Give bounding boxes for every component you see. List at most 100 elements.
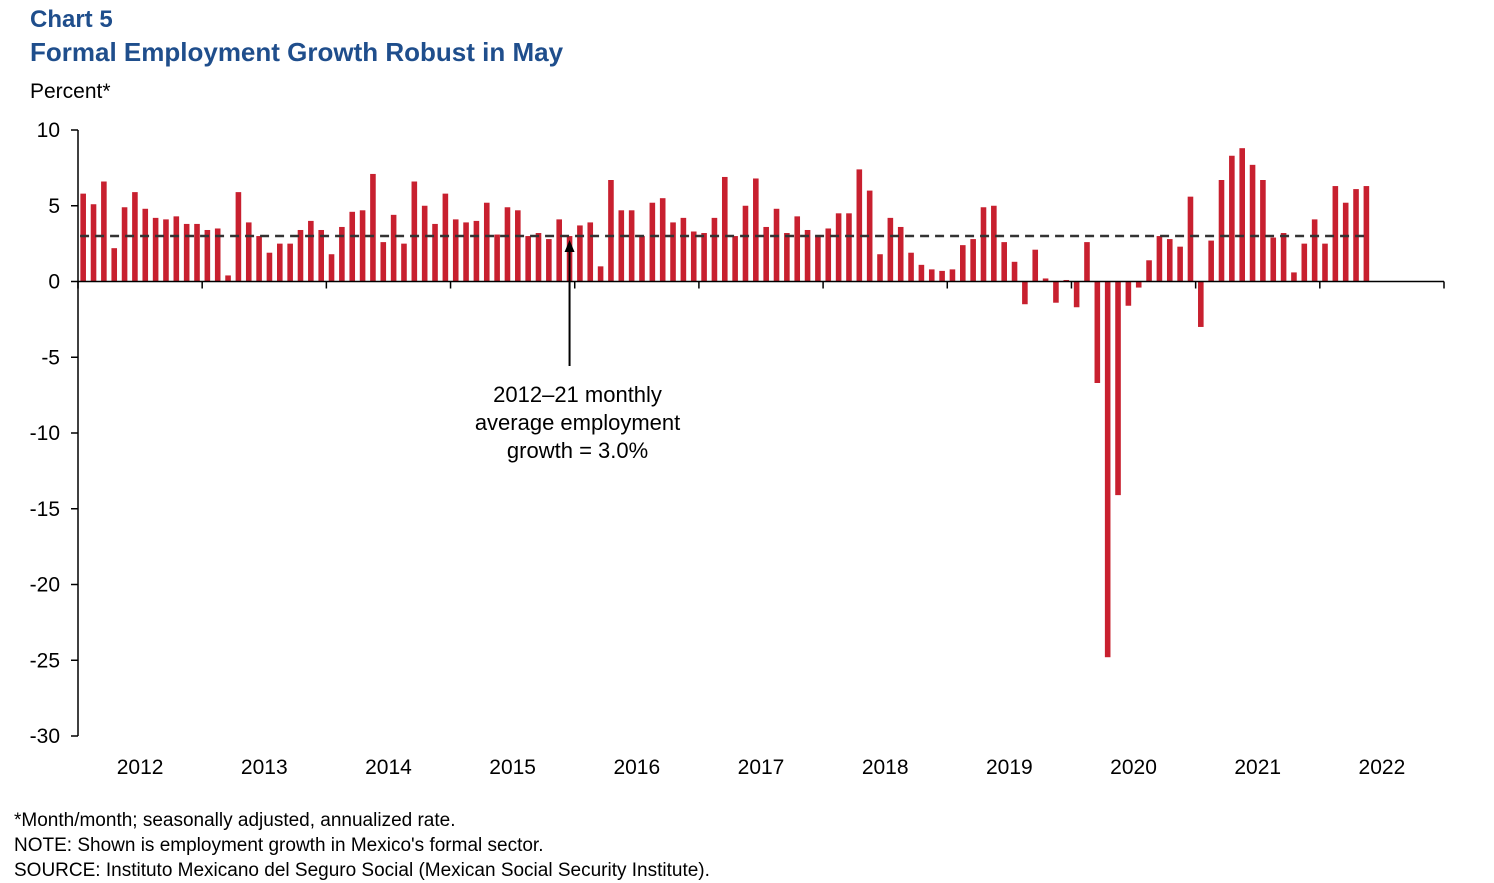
bar <box>846 213 852 282</box>
x-tick-label: 2013 <box>241 756 288 779</box>
bar <box>80 193 86 282</box>
bar <box>556 219 562 282</box>
bar <box>597 266 604 282</box>
bar <box>194 223 200 282</box>
bar <box>804 229 811 282</box>
bar <box>1135 281 1142 288</box>
bar-series <box>80 148 1370 658</box>
bar <box>349 211 356 282</box>
bar <box>1156 236 1163 282</box>
chart-title: Formal Employment Growth Robust in May <box>30 37 564 67</box>
bar <box>101 181 107 282</box>
bar <box>742 205 749 282</box>
bar <box>1249 164 1256 282</box>
annotation-text-line: average employment <box>475 410 680 435</box>
bar <box>173 216 180 282</box>
bar <box>721 176 728 282</box>
bar <box>287 243 293 282</box>
bar <box>132 192 138 282</box>
bar <box>897 226 904 282</box>
bar <box>1311 219 1318 282</box>
bar <box>1332 186 1339 282</box>
bar <box>670 222 676 282</box>
bar <box>577 225 583 282</box>
bar <box>1187 196 1194 282</box>
bar <box>877 254 883 282</box>
x-tick-label: 2020 <box>1110 756 1157 779</box>
bar <box>1280 233 1287 282</box>
bar <box>152 217 159 282</box>
bar <box>835 213 842 282</box>
bar <box>1239 148 1245 282</box>
bar <box>1291 272 1297 282</box>
bar <box>473 220 480 282</box>
source-text: SOURCE: Instituto Mexicano del Seguro So… <box>14 860 710 881</box>
bar <box>411 181 418 282</box>
bar <box>266 252 273 282</box>
bar <box>690 231 697 282</box>
chart-notes: *Month/month; seasonally adjusted, annua… <box>14 808 710 883</box>
bar <box>763 226 769 282</box>
bar <box>784 233 790 282</box>
bar <box>1146 260 1152 282</box>
bar <box>463 222 469 282</box>
bar <box>1022 281 1028 305</box>
bar <box>183 223 190 282</box>
bar <box>649 202 656 282</box>
bar <box>960 245 966 282</box>
y-axis-unit-label: Percent* <box>30 80 111 103</box>
bar <box>308 220 314 282</box>
bar <box>245 222 252 282</box>
bar <box>256 236 262 282</box>
y-tick-label: -15 <box>30 498 60 521</box>
bar <box>680 217 687 282</box>
bar <box>1322 243 1328 282</box>
bar <box>1363 186 1370 282</box>
bar <box>1073 281 1080 308</box>
bar <box>1011 261 1018 282</box>
bar <box>483 202 490 282</box>
y-tick-label: -5 <box>41 346 60 369</box>
annotation-text-line: growth = 3.0% <box>507 438 648 463</box>
chart-label: Chart 5 <box>30 6 113 33</box>
bar <box>628 210 635 282</box>
bar <box>1198 281 1204 327</box>
y-tick-label: 5 <box>48 195 60 218</box>
bar <box>587 222 594 282</box>
x-tick-label: 2014 <box>365 756 412 779</box>
bar <box>711 217 718 282</box>
bar <box>866 190 873 282</box>
bar <box>856 169 863 282</box>
bar <box>390 214 397 282</box>
bar <box>1218 180 1225 282</box>
bar <box>214 228 221 282</box>
bar <box>1115 281 1121 496</box>
bar <box>659 198 666 282</box>
x-tick-label: 2022 <box>1359 756 1406 779</box>
bar <box>732 236 738 282</box>
bar <box>339 226 345 282</box>
bar <box>1301 243 1308 282</box>
y-tick-label: -10 <box>30 422 60 445</box>
bar <box>225 275 231 282</box>
y-tick-label: 0 <box>48 271 60 294</box>
bar <box>535 233 542 282</box>
bar <box>515 210 521 282</box>
bar <box>1208 240 1214 282</box>
bar <box>701 233 707 282</box>
bar <box>753 178 759 282</box>
y-tick-label: -20 <box>30 574 60 597</box>
bar <box>494 234 500 282</box>
x-tick-label: 2016 <box>613 756 660 779</box>
bar <box>618 210 625 282</box>
note-text: NOTE: Shown is employment growth in Mexi… <box>14 835 544 856</box>
footnote: *Month/month; seasonally adjusted, annua… <box>14 810 456 831</box>
bar <box>639 236 645 282</box>
y-tick-label: -30 <box>30 725 60 748</box>
bar <box>432 223 438 282</box>
y-axis-ticks: 10 5 0 -5 -10 -15 -20 -25 -30 <box>30 119 78 748</box>
annotation-text-line: 2012–21 monthly <box>493 382 662 407</box>
bar <box>1125 281 1132 306</box>
bar <box>111 248 118 282</box>
